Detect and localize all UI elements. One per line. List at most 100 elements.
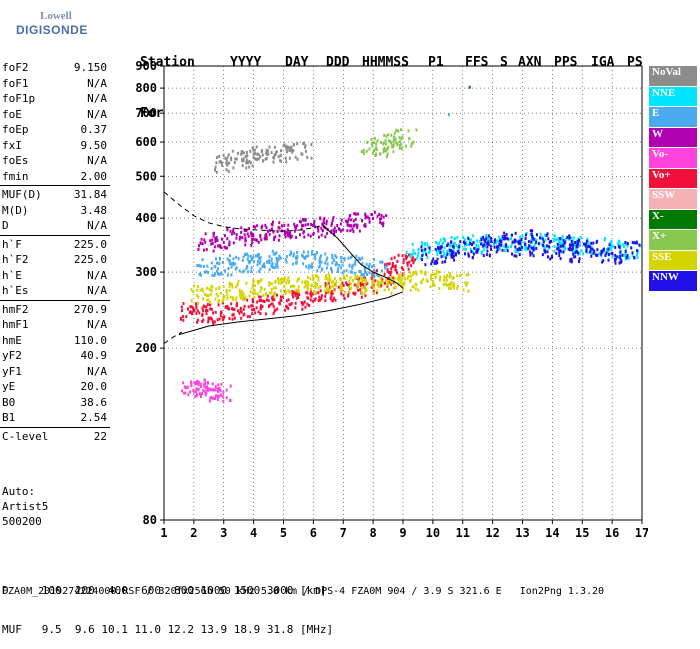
data-point — [574, 241, 577, 244]
data-point — [535, 246, 538, 250]
profile-curve-dashed — [163, 191, 323, 232]
data-point — [203, 270, 206, 274]
data-point — [396, 143, 399, 147]
data-point — [362, 151, 365, 155]
param-row: MUF(D) 31.84 — [0, 187, 110, 203]
data-point — [288, 147, 291, 151]
data-point — [319, 254, 322, 258]
data-point — [361, 218, 363, 222]
data-point — [293, 229, 296, 233]
data-point — [433, 283, 436, 287]
data-point — [481, 244, 484, 248]
data-point — [559, 241, 562, 245]
data-point — [288, 253, 291, 257]
data-point — [204, 232, 207, 236]
data-point — [394, 264, 397, 268]
data-point — [559, 257, 562, 261]
data-point — [265, 235, 268, 239]
data-point — [215, 161, 218, 165]
data-point — [332, 280, 334, 284]
data-point — [200, 264, 203, 268]
data-point — [362, 150, 365, 154]
data-point — [351, 254, 354, 258]
data-point — [202, 383, 205, 387]
data-point — [382, 148, 385, 152]
isolated-point — [447, 113, 450, 117]
data-point — [378, 212, 381, 216]
data-point — [259, 306, 262, 310]
param-name: B1 — [2, 411, 16, 424]
data-point — [227, 169, 230, 173]
param-value: N/A — [87, 92, 107, 105]
data-point — [240, 310, 243, 314]
data-point — [260, 238, 263, 242]
param-row: yE 20.0 — [0, 379, 110, 395]
data-point — [214, 168, 216, 172]
data-point — [204, 240, 207, 244]
data-point — [251, 146, 254, 150]
data-point — [261, 305, 264, 308]
data-point — [198, 244, 200, 248]
data-point — [586, 237, 589, 241]
data-point — [260, 149, 263, 152]
data-point — [423, 249, 426, 253]
data-point — [263, 287, 266, 291]
data-point — [532, 237, 534, 241]
data-point — [208, 316, 210, 320]
data-point — [357, 212, 360, 216]
data-point — [235, 301, 238, 305]
parameters-panel: foF2 9.150 foF1 N/A foF1p N/A foE N/A foEp 0.37 fx… — [0, 60, 110, 444]
data-point — [247, 254, 250, 258]
data-point — [548, 240, 551, 244]
data-point — [410, 253, 413, 256]
data-point — [217, 383, 220, 387]
data-point — [287, 233, 290, 237]
data-point — [472, 250, 475, 254]
data-point — [239, 306, 242, 310]
data-point — [393, 281, 396, 285]
data-point — [372, 289, 375, 293]
data-point — [216, 261, 218, 265]
data-point — [237, 279, 240, 283]
data-point — [593, 249, 596, 253]
data-point — [392, 276, 395, 280]
data-point — [248, 227, 251, 231]
data-point — [619, 252, 622, 256]
data-point — [201, 312, 204, 316]
data-point — [373, 291, 376, 295]
data-point — [252, 279, 255, 283]
data-point — [482, 254, 485, 258]
data-point — [380, 284, 383, 288]
profile-curve-upper — [321, 224, 404, 289]
data-point — [343, 277, 346, 281]
x-tick-label: 8 — [370, 526, 377, 540]
data-point — [204, 393, 207, 397]
data-point — [359, 281, 361, 285]
param-value: 31.84 — [73, 188, 107, 201]
data-point — [365, 280, 367, 284]
data-point — [450, 240, 453, 244]
data-point — [611, 244, 614, 248]
data-point — [439, 238, 442, 242]
data-point — [235, 157, 238, 161]
data-point — [278, 221, 281, 225]
data-point — [332, 289, 335, 293]
data-point — [559, 244, 562, 248]
data-point — [354, 259, 357, 263]
data-point — [352, 219, 355, 223]
data-point — [306, 291, 309, 295]
data-point — [232, 296, 235, 300]
data-point — [393, 139, 396, 143]
auto-block: Auto: Artist5 500200 — [2, 484, 48, 529]
data-point — [247, 161, 249, 165]
data-point — [212, 234, 215, 238]
data-point — [406, 261, 409, 265]
data-point — [275, 251, 278, 255]
data-point — [383, 133, 386, 137]
data-point — [265, 237, 268, 241]
data-point — [535, 240, 538, 244]
data-point — [280, 281, 282, 285]
data-point — [246, 264, 248, 268]
data-point — [317, 291, 320, 295]
data-point — [292, 143, 295, 147]
